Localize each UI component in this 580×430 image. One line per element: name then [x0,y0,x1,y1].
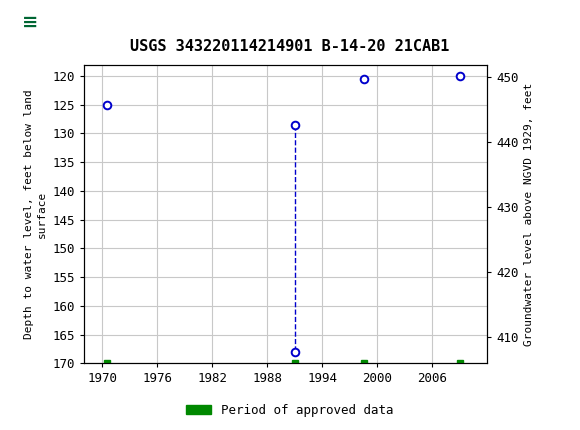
Y-axis label: Groundwater level above NGVD 1929, feet: Groundwater level above NGVD 1929, feet [524,82,534,346]
Text: USGS: USGS [61,14,116,31]
FancyBboxPatch shape [6,4,55,41]
Legend: Period of approved data: Period of approved data [181,399,399,421]
Text: ≡: ≡ [22,13,39,32]
Text: USGS 343220114214901 B-14-20 21CAB1: USGS 343220114214901 B-14-20 21CAB1 [130,39,450,54]
Y-axis label: Depth to water level, feet below land
surface: Depth to water level, feet below land su… [24,89,47,339]
